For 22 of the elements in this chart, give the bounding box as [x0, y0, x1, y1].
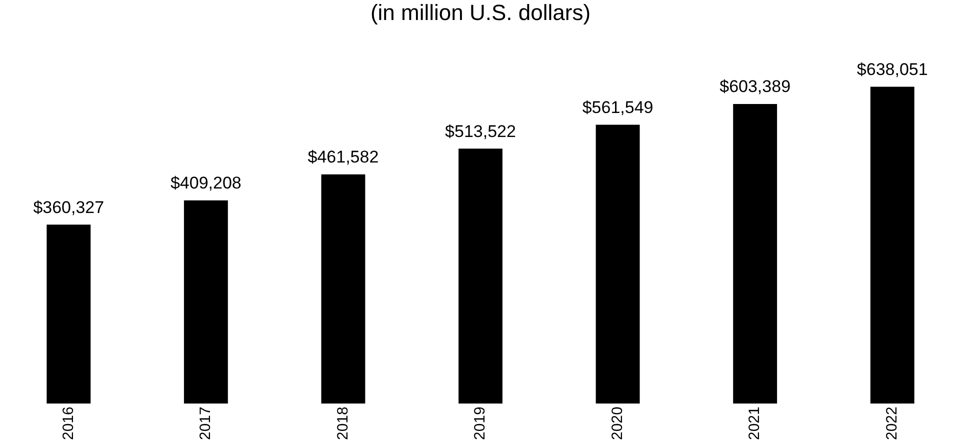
- data-label: $461,582: [308, 148, 379, 167]
- data-label: $603,389: [720, 77, 791, 96]
- chart-title: (in million U.S. dollars): [369, 0, 592, 26]
- bar: [596, 124, 640, 404]
- data-label: $513,522: [445, 122, 516, 141]
- data-label: $561,549: [582, 98, 654, 117]
- x-tick-label: 2017: [197, 406, 214, 440]
- data-label: $409,208: [170, 174, 242, 193]
- bar: [733, 104, 778, 404]
- x-tick-label: 2021: [746, 406, 764, 440]
- bar: [458, 148, 502, 404]
- x-tick-label: 2022: [884, 406, 900, 440]
- x-tick-label: 2019: [472, 406, 489, 440]
- data-label: $638,051: [856, 60, 928, 79]
- bar: [321, 174, 366, 404]
- data-label: $360,327: [33, 198, 104, 217]
- bar: [46, 224, 91, 404]
- x-tick-label: 2020: [608, 406, 626, 440]
- x-tick-label: 2018: [334, 406, 352, 440]
- bar: [870, 86, 914, 404]
- bar: [184, 200, 228, 404]
- x-tick-label: 2016: [60, 406, 77, 440]
